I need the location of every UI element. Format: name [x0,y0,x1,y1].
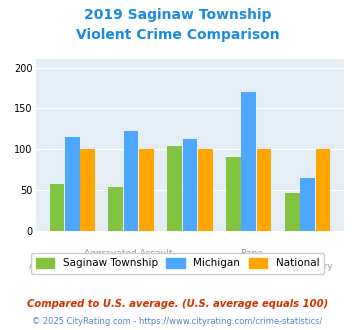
Bar [285,193,300,231]
Text: Murder & Mans...: Murder & Mans... [151,262,229,271]
Bar [182,140,197,231]
Text: 2019 Saginaw Township: 2019 Saginaw Township [84,8,271,22]
Bar [257,149,272,231]
Bar [65,137,80,231]
Bar [241,92,256,231]
Bar [108,187,123,231]
Text: Aggravated Assault: Aggravated Assault [84,249,173,258]
Text: Compared to U.S. average. (U.S. average equals 100): Compared to U.S. average. (U.S. average … [27,299,328,309]
Bar [226,157,241,231]
Bar [300,178,315,231]
Bar [139,149,154,231]
Text: © 2025 CityRating.com - https://www.cityrating.com/crime-statistics/: © 2025 CityRating.com - https://www.city… [32,317,323,326]
Bar [80,149,95,231]
Text: Robbery: Robbery [295,262,332,271]
Bar [167,146,182,231]
Legend: Saginaw Township, Michigan, National: Saginaw Township, Michigan, National [31,253,324,274]
Text: All Violent Crime: All Violent Crime [28,262,104,271]
Bar [50,184,64,231]
Text: Rape: Rape [240,249,263,258]
Text: Violent Crime Comparison: Violent Crime Comparison [76,28,279,42]
Bar [198,149,213,231]
Bar [316,149,330,231]
Bar [124,131,138,231]
